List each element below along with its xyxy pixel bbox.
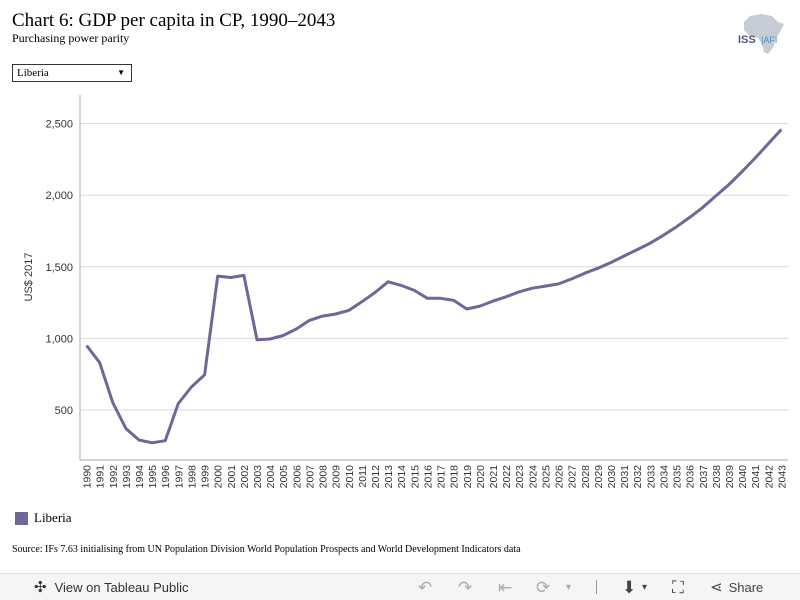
x-tick-label: 1997	[173, 465, 185, 489]
source-note: Source: IFs 7.63 initialising from UN Po…	[12, 544, 521, 555]
x-tick-label: 2024	[527, 465, 539, 489]
y-tick-label: 500	[55, 405, 73, 417]
x-tick-label: 2005	[278, 465, 290, 489]
download-icon[interactable]: ⬇	[622, 578, 637, 597]
x-axis: 1990 1991 1992 1993 1994 1995 1996 1997 1998 1999…	[80, 459, 788, 489]
x-tick-label: 1993	[121, 465, 133, 489]
y-tick-label: 1,000	[45, 333, 73, 345]
x-tick-label: 2018	[449, 465, 461, 489]
x-tick-label: 2025	[540, 465, 552, 489]
series-line-liberia	[85, 128, 783, 445]
y-axis: 500 1,000 1,500 2,000 2,500	[45, 95, 81, 460]
x-tick-label: 1998	[186, 465, 198, 489]
line-chart: 500 1,000 1,500 2,000 2,500 1990 1991 1992 1993…	[23, 95, 788, 489]
x-tick-label: 2034	[658, 465, 670, 489]
x-tick-label: 2016	[422, 465, 434, 489]
x-tick-label: 2023	[514, 465, 526, 489]
x-tick-label: 1999	[200, 465, 212, 489]
x-tick-label: 2001	[226, 465, 238, 489]
x-tick-label: 2010	[344, 465, 356, 489]
x-tick-label: 2030	[606, 465, 618, 489]
y-tick-label: 1,500	[45, 262, 73, 274]
x-tick-label: 2042	[763, 465, 775, 489]
y-tick-label: 2,500	[45, 119, 73, 131]
x-tick-label: 2028	[580, 465, 592, 489]
x-tick-label: 2039	[724, 465, 736, 489]
x-tick-label: 2032	[632, 465, 644, 489]
x-tick-label: 2036	[685, 465, 697, 489]
x-tick-label: 2015	[409, 465, 421, 489]
refresh-menu-chevron-icon[interactable]: ▾	[566, 582, 572, 593]
x-tick-label: 2009	[331, 465, 343, 489]
country-filter-value: Liberia	[17, 67, 49, 79]
toolbar-divider	[596, 580, 597, 594]
country-filter-dropdown[interactable]: Liberia ▼	[12, 64, 132, 82]
svg-text:ISS: ISS	[738, 34, 756, 46]
x-tick-label: 2011	[357, 465, 369, 488]
x-tick-label: 2004	[265, 465, 277, 489]
x-tick-label: 2022	[501, 465, 513, 489]
x-tick-label: 1995	[147, 465, 159, 489]
legend-swatch	[15, 511, 28, 525]
tableau-toolbar: ✣ View on Tableau Public ↶ ↷ ⇤ ⟳ ▾ ⬇ ▾ ⛶…	[0, 573, 800, 600]
view-on-tableau-label: View on Tableau Public	[54, 579, 189, 595]
x-tick-label: 2031	[619, 465, 631, 489]
x-tick-label: 2008	[318, 465, 330, 489]
x-tick-label: 2029	[593, 465, 605, 489]
x-tick-label: 1996	[160, 465, 172, 489]
x-tick-label: 2007	[304, 465, 316, 489]
view-on-tableau-link[interactable]: ✣ View on Tableau Public	[34, 578, 189, 596]
x-tick-label: 2040	[737, 465, 749, 489]
x-tick-label: 1994	[134, 465, 146, 489]
grid-lines	[80, 123, 788, 411]
x-tick-label: 2020	[475, 465, 487, 489]
x-tick-label: 2021	[488, 465, 500, 489]
legend: Liberia	[15, 510, 72, 526]
download-menu-chevron-icon[interactable]: ▾	[642, 582, 648, 593]
x-tick-label: 2002	[239, 465, 251, 489]
y-axis-label: US$ 2017	[23, 253, 35, 302]
y-tick-label: 2,000	[45, 190, 73, 202]
revert-icon[interactable]: ⇤	[498, 578, 513, 597]
share-label: Share	[728, 579, 764, 595]
redo-icon[interactable]: ↷	[458, 578, 473, 597]
x-tick-label: 2006	[291, 465, 303, 489]
refresh-icon[interactable]: ⟳	[536, 578, 551, 597]
chart-title: Chart 6: GDP per capita in CP, 1990–2043	[12, 10, 336, 31]
x-tick-label: 2038	[711, 465, 723, 489]
x-tick-label: 1992	[108, 465, 120, 489]
x-tick-label: 2000	[213, 465, 225, 489]
undo-icon[interactable]: ↶	[418, 578, 433, 597]
x-tick-label: 2043	[776, 465, 788, 489]
x-tick-label: 1990	[82, 465, 94, 489]
x-tick-label: 2026	[554, 465, 566, 489]
x-tick-label: 2037	[698, 465, 710, 489]
x-tick-label: 2013	[383, 465, 395, 489]
share-button[interactable]: ⋖ Share	[710, 578, 763, 596]
x-tick-label: 2017	[436, 465, 448, 489]
x-tick-label: 2033	[645, 465, 657, 489]
dropdown-arrow-icon: ▼	[117, 68, 125, 77]
share-icon: ⋖	[710, 579, 723, 596]
x-tick-label: 2012	[370, 465, 382, 489]
chart-subtitle: Purchasing power parity	[12, 31, 130, 45]
fullscreen-icon[interactable]: ⛶	[672, 578, 684, 597]
x-tick-label: 2003	[252, 465, 264, 489]
iss-afi-logo: ISS |AFI	[738, 14, 784, 54]
x-tick-label: 1991	[95, 465, 107, 489]
africa-map-icon	[744, 14, 784, 54]
x-tick-label: 2014	[396, 465, 408, 489]
tableau-logo-icon: ✣	[34, 579, 47, 596]
x-tick-label: 2027	[567, 465, 579, 489]
legend-label: Liberia	[34, 510, 72, 525]
svg-text:|AFI: |AFI	[761, 35, 777, 45]
x-tick-label: 2041	[750, 465, 762, 489]
x-tick-label: 2019	[462, 465, 474, 489]
x-tick-label: 2035	[672, 465, 684, 489]
